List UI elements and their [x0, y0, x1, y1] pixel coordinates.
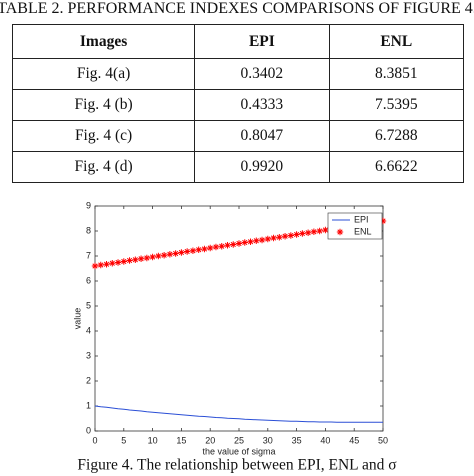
y-tick-label: 1 — [86, 400, 91, 410]
asterisk-marker — [143, 254, 151, 262]
table-cell: Fig. 4(a) — [11, 58, 196, 90]
x-tick-label: 25 — [234, 435, 244, 445]
x-tick-label: 5 — [121, 435, 126, 445]
asterisk-marker — [109, 260, 116, 267]
asterisk-marker — [91, 262, 99, 270]
table-cell: 8.3851 — [328, 58, 465, 90]
table-cell: 6.7288 — [328, 120, 465, 152]
x-tick-label: 35 — [292, 435, 302, 445]
x-tick-label: 50 — [378, 435, 388, 445]
x-tick-label: 0 — [92, 435, 97, 445]
y-tick-label: 2 — [86, 375, 91, 385]
legend-label: ENL — [354, 226, 372, 236]
asterisk-marker — [189, 247, 197, 254]
y-tick-label: 7 — [86, 250, 91, 260]
x-axis-label: the value of sigma — [202, 446, 275, 456]
table-cell: 6.6622 — [328, 151, 465, 183]
asterisk-marker — [322, 226, 329, 234]
asterisk-marker — [172, 250, 179, 257]
y-tick-label: 3 — [86, 350, 91, 360]
legend-box — [327, 212, 383, 240]
asterisk-marker — [178, 249, 185, 256]
asterisk-marker — [103, 261, 110, 268]
asterisk-marker — [166, 251, 174, 258]
table-cell: 0.4333 — [194, 89, 330, 121]
x-tick-label: 15 — [176, 435, 186, 445]
table-title: TABLE 2. PERFORMANCE INDEXES COMPARISONS… — [0, 0, 474, 17]
x-tick-label: 30 — [263, 435, 273, 445]
asterisk-marker — [287, 232, 295, 239]
asterisk-marker — [224, 242, 231, 249]
table-cell: Fig. 4 (d) — [11, 151, 196, 183]
table-cell: 0.3402 — [194, 58, 330, 90]
asterisk-marker — [264, 235, 271, 243]
asterisk-marker — [247, 238, 254, 245]
table-row: Fig. 4 (b) 0.4333 7.5395 — [11, 89, 465, 121]
table-row: Fig. 4 (c) 0.8047 6.7288 — [11, 120, 465, 152]
asterisk-marker — [97, 261, 104, 269]
y-tick-label: 4 — [86, 325, 91, 335]
line-series — [94, 405, 383, 423]
table-cell: Fig. 4 (b) — [11, 89, 196, 121]
y-axis-label: value — [72, 308, 82, 330]
asterisk-marker — [183, 248, 191, 255]
asterisk-marker — [126, 257, 133, 264]
x-tick-label: 10 — [148, 435, 158, 445]
table-row: Fig. 4 (d) 0.9920 6.6622 — [11, 151, 465, 183]
y-tick-label: 6 — [86, 275, 91, 285]
table: Images EPI ENL Fig. 4(a) 0.3402 8.3851 Fig. 4 … — [11, 24, 465, 183]
legend-marker — [336, 228, 344, 236]
asterisk-marker — [304, 229, 312, 236]
asterisk-marker — [137, 255, 145, 262]
asterisk-marker — [114, 259, 122, 266]
x-tick-label: 45 — [349, 435, 359, 445]
asterisk-marker — [299, 230, 306, 237]
asterisk-marker — [270, 234, 277, 242]
asterisk-marker — [293, 231, 300, 238]
asterisk-marker — [281, 233, 289, 240]
y-tick-label: 5 — [86, 300, 91, 310]
plot-area — [94, 205, 384, 432]
asterisk-marker — [120, 258, 127, 265]
asterisk-marker — [195, 246, 202, 253]
legend-label: EPI — [354, 214, 369, 224]
asterisk-marker — [207, 244, 214, 252]
asterisk-marker — [316, 227, 323, 235]
asterisk-marker — [310, 228, 318, 235]
table-cell: 7.5395 — [328, 89, 465, 121]
y-tick-label: 8 — [86, 225, 91, 235]
asterisk-marker — [230, 241, 237, 248]
asterisk-marker — [149, 253, 156, 261]
y-tick-label: 9 — [86, 200, 91, 210]
asterisk-marker — [253, 237, 260, 244]
x-tick-label: 40 — [320, 435, 330, 445]
x-tick-label: 20 — [205, 435, 215, 445]
header-cell: ENL — [328, 24, 465, 59]
table-cell: Fig. 4 (c) — [11, 120, 196, 152]
header-cell: Images — [11, 24, 196, 59]
asterisk-marker — [201, 245, 208, 253]
table-cell: 0.9920 — [194, 151, 330, 183]
asterisk-marker — [212, 243, 220, 251]
asterisk-marker — [379, 217, 387, 225]
table-row: Fig. 4(a) 0.3402 8.3851 — [11, 58, 465, 90]
asterisk-marker — [258, 236, 266, 244]
asterisk-marker — [160, 252, 168, 259]
y-tick-label: 0 — [86, 425, 91, 435]
asterisk-marker — [276, 234, 283, 241]
asterisk-marker — [235, 240, 243, 247]
asterisk-marker — [155, 252, 162, 260]
asterisk-marker — [132, 256, 139, 263]
caption: Figure 4. The relationship between EPI, … — [77, 457, 397, 474]
header-cell: EPI — [194, 24, 330, 59]
table-cell: 0.8047 — [194, 120, 330, 152]
asterisk-marker — [218, 243, 225, 250]
asterisk-marker — [241, 239, 248, 246]
